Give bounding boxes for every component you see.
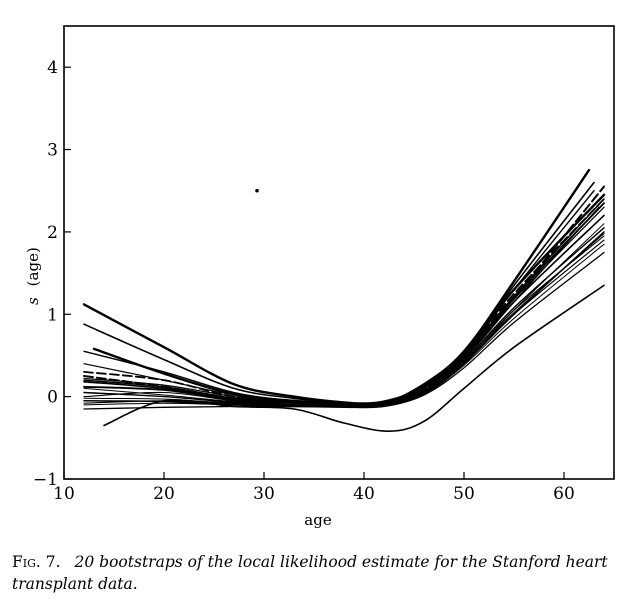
bootstrap-curve-15 [83,206,605,407]
y-tick-label: 0 [47,388,58,408]
plot-frame [63,25,615,480]
bootstrap-curve-11 [83,214,605,407]
bootstrap-curve-19 [83,239,605,408]
chart: 10 20 30 40 50 60 −1 0 1 2 3 4 age s (age) [24,25,615,529]
bootstrap-curve-14 [92,193,606,405]
x-tick-label: 50 [453,484,475,504]
bootstrap-curve-20 [83,198,605,407]
x-tick-label: 20 [153,484,175,504]
x-tick-label: 60 [553,484,575,504]
x-tick-label: 30 [253,484,275,504]
bootstrap-curve-17 [83,233,605,408]
y-tick-label: 3 [47,141,58,161]
y-axis-title: s (age) [24,247,42,305]
figure-caption: Fig. 7. 20 bootstraps of the local likeli… [12,551,612,595]
bootstrap-curve-6 [83,223,605,407]
figure-label: Fig. 7. [12,553,61,571]
y-tick-label: 2 [47,223,58,243]
x-tick-label: 40 [353,484,375,504]
tick-labels: 10 20 30 40 50 60 −1 0 1 2 3 4 [33,58,575,504]
bootstrap-curves [82,168,606,433]
y-axis-title-symbol: s [24,297,42,305]
stray-point [255,188,259,193]
bootstrap-curve-13 [103,284,605,433]
axis-ticks [63,66,565,480]
bootstrap-curve-8 [83,251,605,410]
x-axis-title: age [304,511,332,529]
y-tick-label: 4 [47,58,58,78]
svg-text:s (age): s (age) [24,247,42,305]
y-tick-label: −1 [33,470,58,490]
x-tick-label: 10 [53,484,75,504]
y-axis-title-text: (age) [24,247,42,286]
bootstrap-curve-16 [83,227,605,407]
y-tick-label: 1 [47,305,58,325]
caption-text: 20 bootstraps of the local likelihood es… [12,553,608,593]
